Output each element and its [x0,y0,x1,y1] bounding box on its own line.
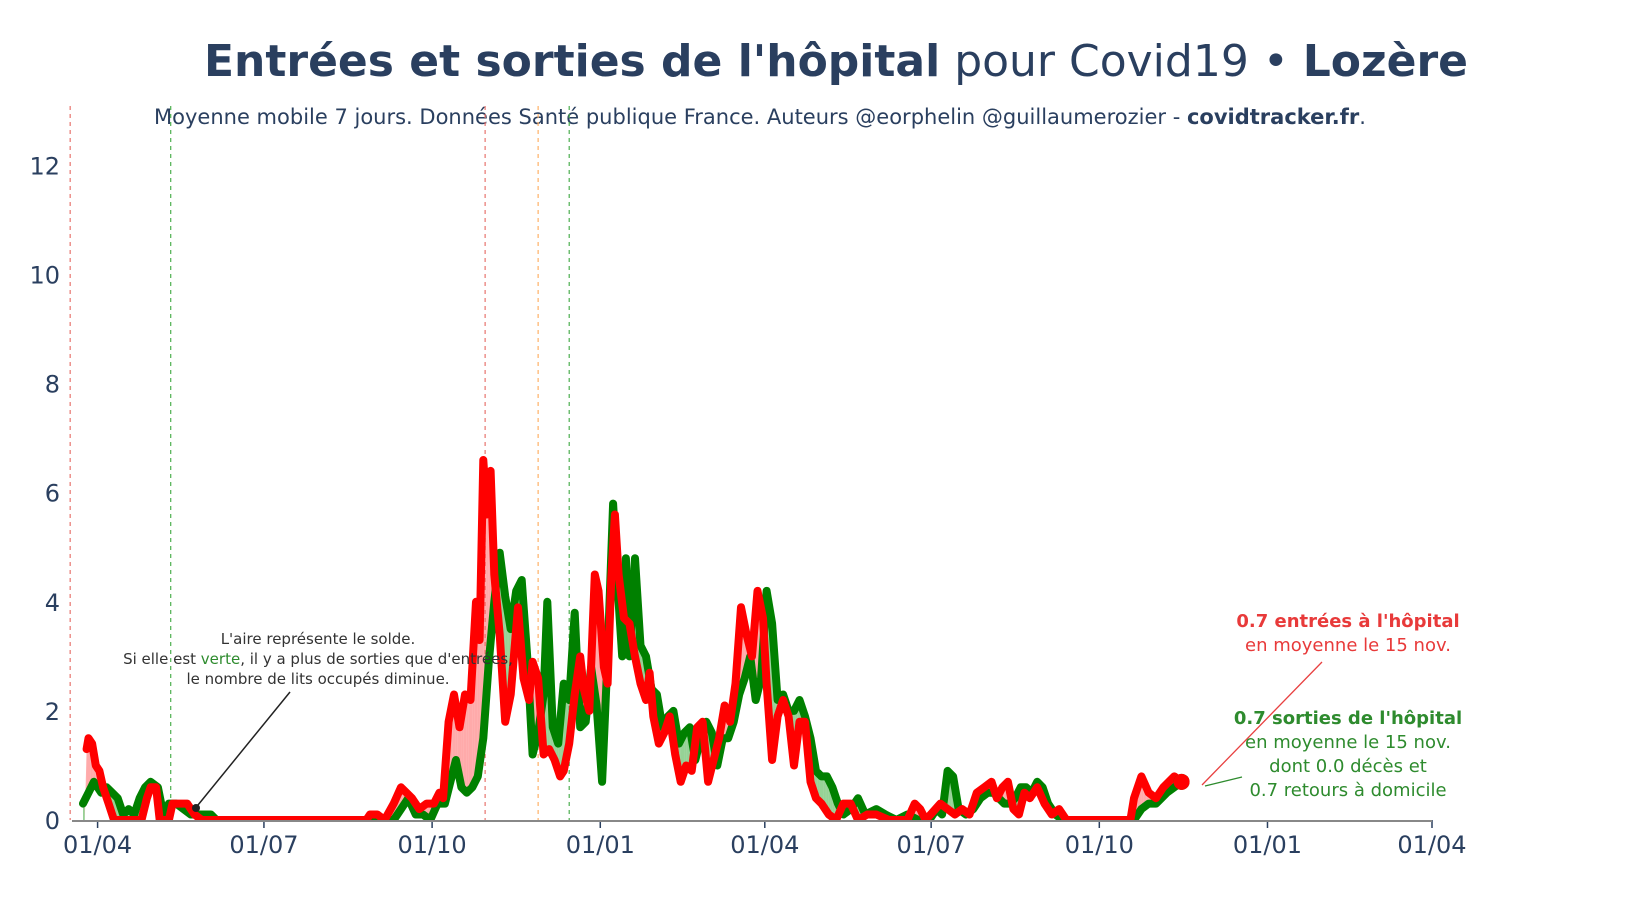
y-tick-label: 0 [45,807,60,835]
solde-line-2: Si elle est verte, il y a plus de sortie… [123,650,513,668]
sorties-line-2: en moyenne le 15 nov. [1245,732,1451,753]
y-axis-ticks: 0 2 4 6 8 10 12 [29,152,60,835]
x-tick-label: 01/07 [229,831,298,859]
solde-line-2-pre: Si elle est [123,650,201,668]
entrees-line-1: 0.7 entrées à l'hôpital [1236,611,1459,632]
subtitle-bold: covidtracker.fr [1187,105,1360,129]
entrees-endpoint [1173,773,1190,790]
series-endpoints [1173,773,1190,790]
balance-segment [465,694,467,793]
sorties-line-4: 0.7 retours à domicile [1249,780,1446,801]
balance-segment [466,696,469,793]
entrees-arrow [1201,661,1323,786]
chart-subtitle: Moyenne mobile 7 jours. Données Santé pu… [154,105,1366,129]
event-vertical-lines [69,106,570,820]
x-tick-label: 01/04 [1397,831,1466,859]
subtitle-pre: Moyenne mobile 7 jours. Données Santé pu… [154,105,1187,129]
solde-line-2-green: verte [201,650,240,668]
entrees-line [82,456,1186,820]
title-place: Lozère [1303,36,1468,87]
solde-line-2-post: , il y a plus de sorties que d'entrées, [240,650,513,668]
sorties-line-1: 0.7 sorties de l'hôpital [1234,708,1462,729]
x-tick-label: 01/01 [1233,831,1302,859]
y-tick-label: 8 [45,371,60,399]
y-tick-label: 12 [29,152,60,180]
x-tick-label: 01/10 [398,831,467,859]
x-tick-label: 01/04 [730,831,799,859]
sorties-annotation: 0.7 sorties de l'hôpital en moyenne le 1… [1204,708,1462,801]
entrees-annotation: 0.7 entrées à l'hôpital en moyenne le 15… [1201,611,1460,786]
sorties-line-3: dont 0.0 décès et [1269,756,1427,777]
solde-annotation: L'aire représente le solde. Si elle est … [123,630,513,812]
solde-line-3: le nombre de lits occupés diminue. [186,670,449,688]
title-bold: Entrées et sorties de l'hôpital [204,36,940,87]
x-tick-label: 01/04 [63,831,132,859]
balance-segment [686,729,688,768]
solde-arrow [197,691,291,806]
balance-segment [819,774,822,804]
solde-line-1: L'aire représente le solde. [221,630,416,648]
entrees-line-2: en moyenne le 15 nov. [1245,635,1451,656]
x-tick-label: 01/01 [566,831,635,859]
y-tick-label: 10 [29,262,60,290]
title-rest: pour Covid19 • [940,36,1303,87]
balance-segment [684,730,687,771]
balance-segment [477,620,480,777]
y-tick-label: 6 [45,480,60,508]
balance-segment [468,698,471,791]
y-tick-label: 4 [45,589,60,617]
sorties-arrow [1204,776,1243,787]
solde-arrow-head [192,804,200,812]
x-tick-label: 01/07 [897,831,966,859]
balance-segment [84,749,87,820]
subtitle-end: . [1359,105,1366,129]
y-tick-label: 2 [45,698,60,726]
series-lines [79,456,1186,820]
x-axis-ticks: 01/04 01/07 01/10 01/01 01/04 01/07 01/10 01/01… [63,820,1467,859]
x-tick-label: 01/10 [1065,831,1134,859]
chart-title: Entrées et sorties de l'hôpital pour Cov… [204,36,1468,87]
